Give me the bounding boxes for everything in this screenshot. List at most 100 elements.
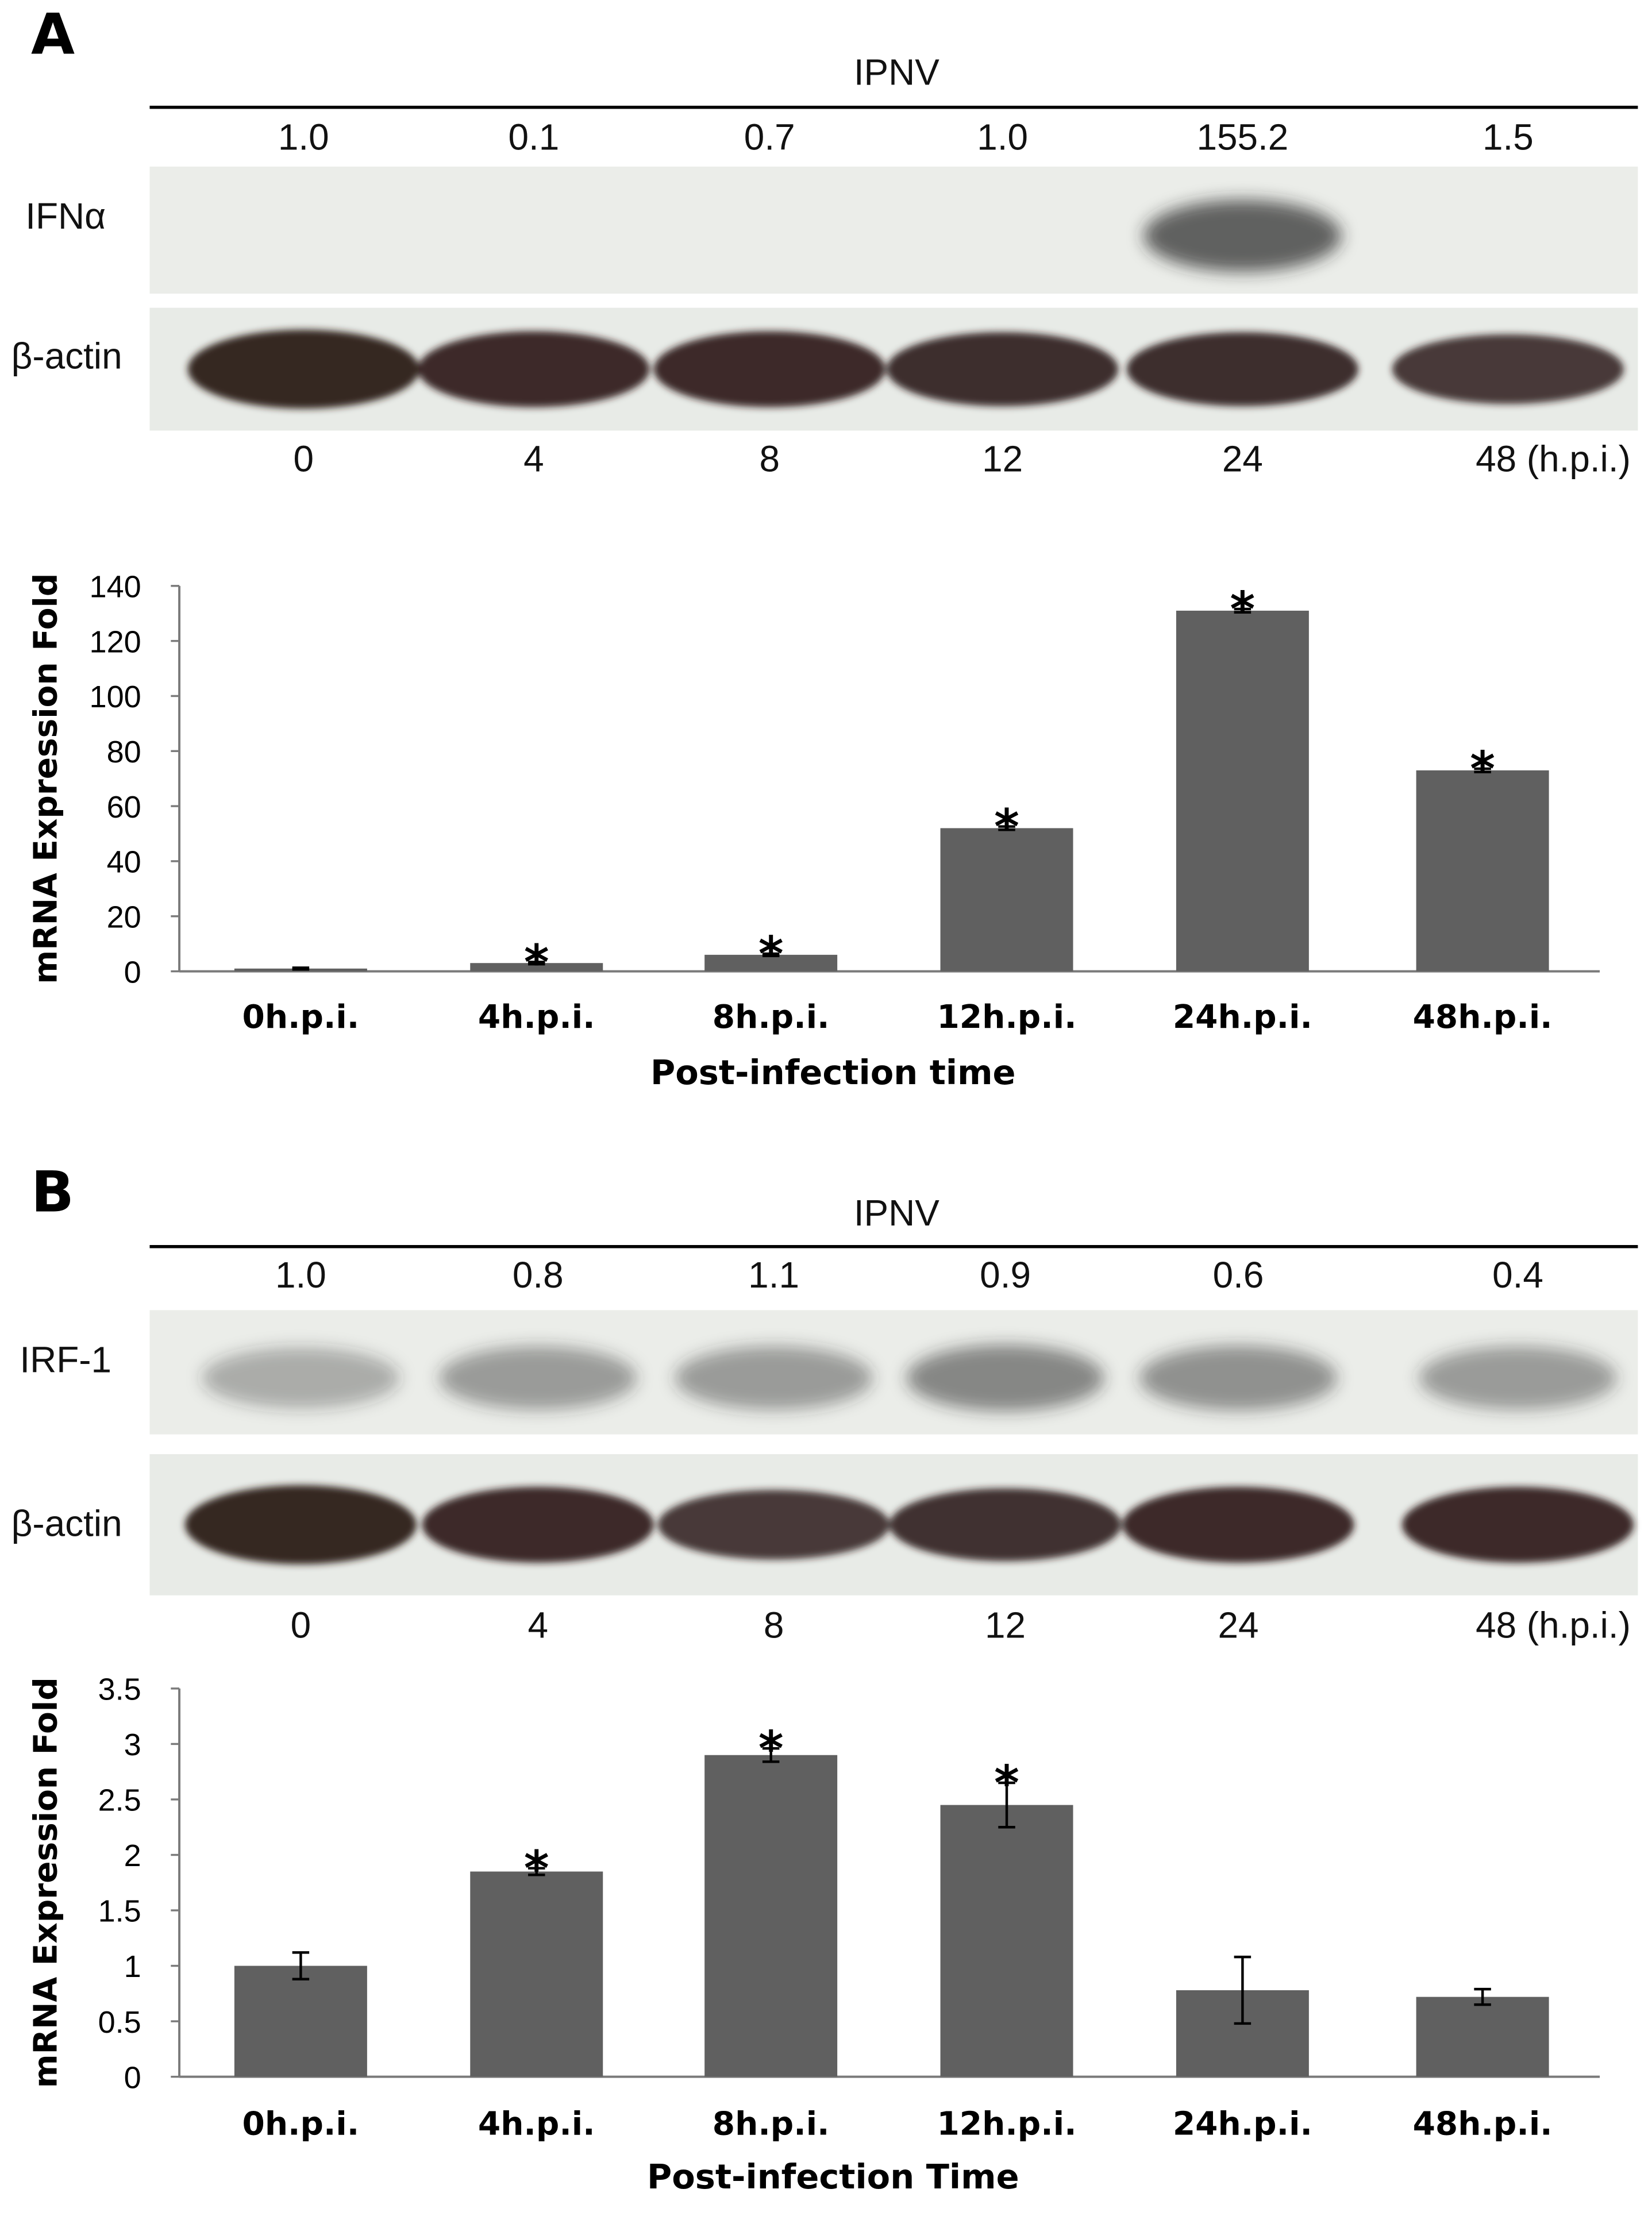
band-quantification: 1.0 <box>977 116 1028 157</box>
loading-band <box>887 332 1119 407</box>
target-band <box>1139 1345 1338 1410</box>
band-quantification: 155.2 <box>1196 116 1288 157</box>
panel-letter: A <box>31 2 75 67</box>
x-category-label: 12h.p.i. <box>937 2105 1076 2142</box>
timepoint-label: 24 <box>1222 438 1263 480</box>
condition-label: IPNV <box>854 1192 939 1234</box>
y-tick-label: 140 <box>90 569 141 604</box>
significance-marker: * <box>758 1721 784 1777</box>
y-tick-label: 20 <box>107 900 141 934</box>
y-tick-label: 100 <box>90 680 141 714</box>
y-axis-title: mRNA Expression Fold <box>27 573 64 984</box>
loading-band <box>418 331 650 407</box>
x-category-label: 48h.p.i. <box>1413 2105 1553 2142</box>
band-quantification: 0.6 <box>1213 1254 1264 1296</box>
y-tick-label: 2.5 <box>98 1783 141 1818</box>
target-band <box>1419 1346 1617 1410</box>
timepoint-label: 8 <box>759 438 780 480</box>
bar <box>940 828 1073 972</box>
loading-band <box>658 1490 890 1560</box>
bar <box>1416 1997 1549 2077</box>
x-category-label: 0h.p.i. <box>242 2105 360 2142</box>
target-band <box>1143 199 1342 272</box>
x-category-label: 24h.p.i. <box>1173 999 1312 1036</box>
loading-band <box>1122 1486 1354 1563</box>
loading-bands <box>187 329 1624 409</box>
panel-letter: B <box>31 1159 74 1225</box>
x-category-label: 0h.p.i. <box>242 999 360 1036</box>
target-band <box>202 1347 400 1409</box>
timepoint-label: 0 <box>291 1604 311 1645</box>
bar <box>234 1966 367 2077</box>
y-tick-label: 1 <box>124 1949 141 1984</box>
band-quantification: 1.0 <box>278 116 329 157</box>
y-tick-label: 0 <box>124 955 141 989</box>
timepoint-label: 4 <box>523 438 544 480</box>
band-quantification: 0.4 <box>1492 1254 1543 1296</box>
target-band <box>439 1346 637 1410</box>
timepoint-label: 48 (h.p.i.) <box>1476 1604 1631 1645</box>
target-band <box>675 1346 873 1410</box>
timepoint-label: 12 <box>982 438 1023 480</box>
x-axis-title: Post-infection Time <box>647 2157 1019 2196</box>
target-protein-label: IFNα <box>25 195 106 237</box>
significance-marker: * <box>758 926 784 982</box>
loading-band <box>184 1485 417 1564</box>
condition-label: IPNV <box>854 51 939 93</box>
significance-marker: * <box>994 1755 1019 1811</box>
bar <box>470 1871 603 2077</box>
timepoint-label: 48 (h.p.i.) <box>1476 438 1631 480</box>
y-tick-label: 3.5 <box>98 1672 141 1707</box>
y-tick-label: 0.5 <box>98 2005 141 2040</box>
bar <box>704 1755 838 2077</box>
target-protein-label: IRF-1 <box>20 1339 111 1380</box>
loading-control-label: β-actin <box>11 335 122 376</box>
band-quantification: 0.7 <box>744 116 795 157</box>
chart-ifn-alpha-mrna: 0 20 40 60 80 100 120 140 0h.p.i. * 4h.p.i. * 8h.p.i… <box>27 569 1600 1092</box>
timepoint-label: 4 <box>527 1604 548 1645</box>
bar <box>704 954 838 972</box>
timepoint-label: 12 <box>985 1604 1026 1645</box>
bar <box>470 963 603 972</box>
x-category-label: 4h.p.i. <box>478 2105 595 2142</box>
loading-band <box>653 331 885 407</box>
significance-marker: * <box>524 934 549 991</box>
panel-a: A IPNV 1.0 0.1 0.7 1.0 155.2 1.5 IFNα β-actin 0 4 8 1… <box>11 2 1638 1092</box>
x-category-label: 4h.p.i. <box>478 999 595 1036</box>
loading-bands <box>184 1485 1634 1564</box>
loading-band <box>1402 1486 1634 1563</box>
bar <box>940 1805 1073 2077</box>
timepoint-label: 0 <box>294 438 314 480</box>
loading-band <box>1392 334 1624 404</box>
y-tick-label: 3 <box>124 1728 141 1762</box>
band-quantification: 0.8 <box>513 1254 564 1296</box>
band-quantification: 0.1 <box>508 116 559 157</box>
y-tick-label: 80 <box>107 735 141 769</box>
y-tick-label: 60 <box>107 790 141 824</box>
significance-marker: * <box>994 799 1019 855</box>
target-bands <box>1143 199 1342 272</box>
band-quantification: 1.0 <box>275 1254 326 1296</box>
loading-band <box>187 329 419 409</box>
y-tick-label: 40 <box>107 845 141 880</box>
loading-band <box>1126 332 1358 407</box>
y-axis-title: mRNA Expression Fold <box>27 1677 64 2088</box>
loading-control-label: β-actin <box>11 1503 122 1544</box>
y-tick-label: 1.5 <box>98 1894 141 1929</box>
x-category-label: 48h.p.i. <box>1413 999 1553 1036</box>
target-band <box>906 1344 1104 1412</box>
x-category-label: 24h.p.i. <box>1173 2105 1312 2142</box>
x-category-label: 12h.p.i. <box>937 999 1076 1036</box>
bar <box>1416 770 1549 972</box>
significance-marker: * <box>1230 581 1256 638</box>
loading-band <box>889 1488 1122 1562</box>
y-tick-label: 0 <box>124 2060 141 2095</box>
bar <box>1176 610 1309 972</box>
band-quantification: 1.1 <box>748 1254 799 1296</box>
timepoint-label: 24 <box>1218 1604 1258 1645</box>
x-category-label: 8h.p.i. <box>713 2105 830 2142</box>
x-category-label: 8h.p.i. <box>713 999 830 1036</box>
significance-marker: * <box>1470 741 1495 797</box>
